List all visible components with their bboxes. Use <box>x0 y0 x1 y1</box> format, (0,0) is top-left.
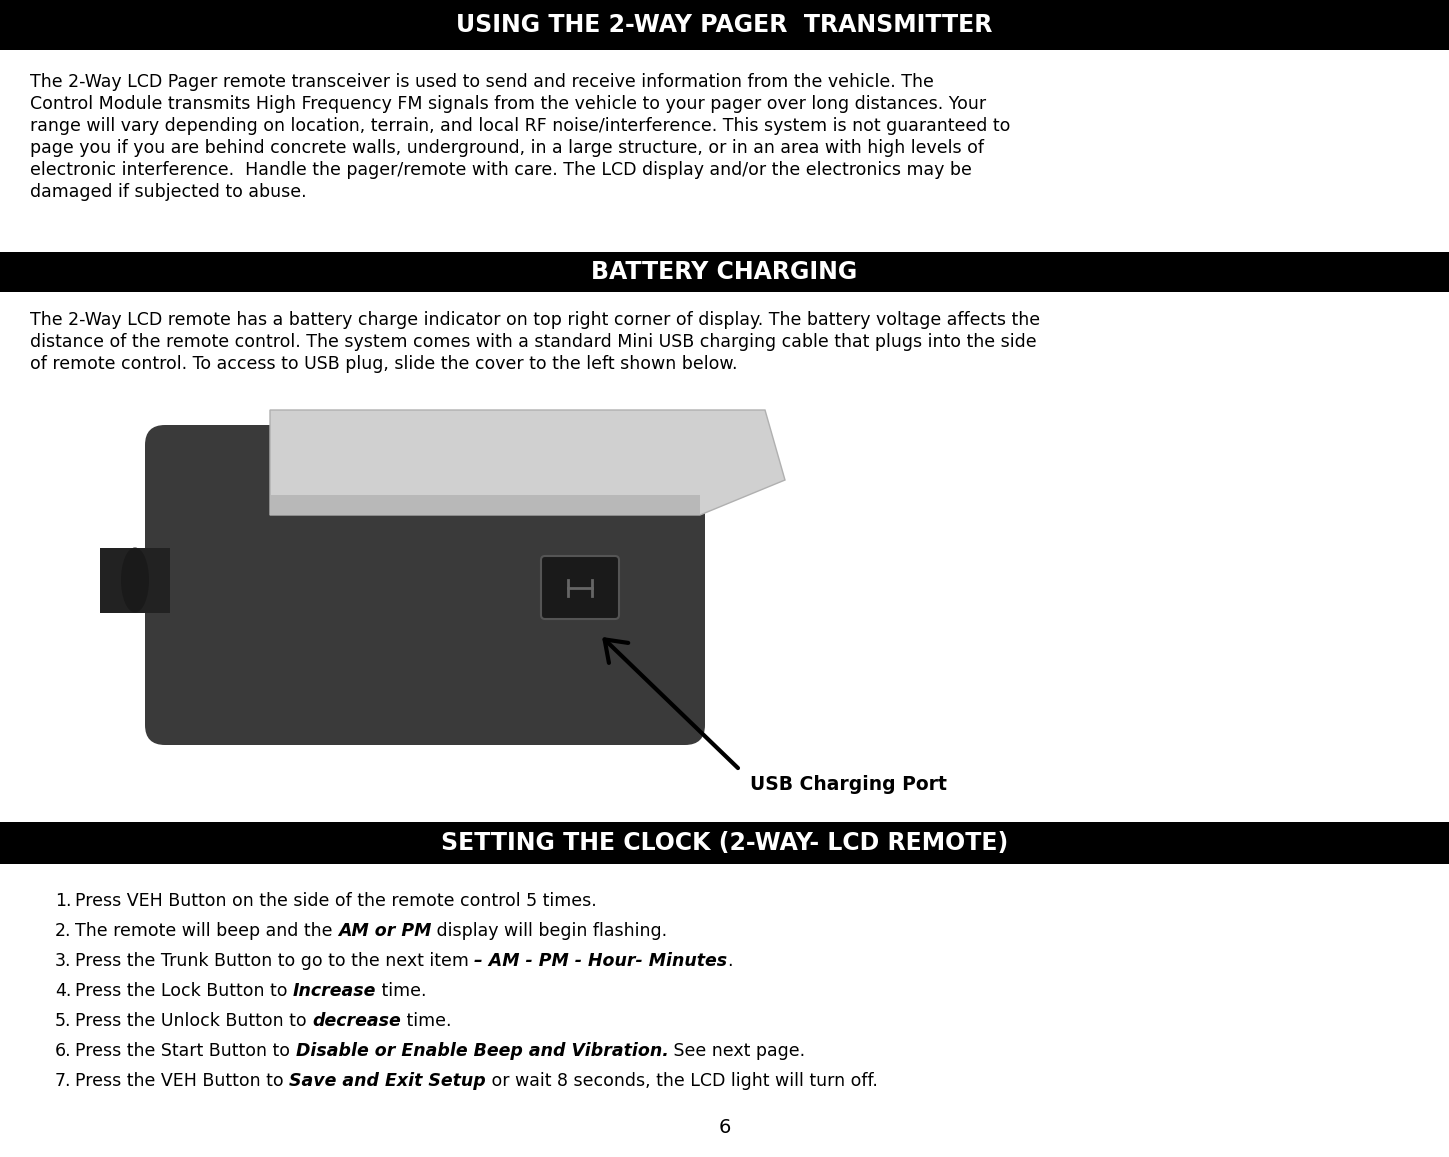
Text: 1.: 1. <box>55 892 71 911</box>
Text: 6: 6 <box>719 1118 730 1137</box>
Text: The 2-Way LCD remote has a battery charge indicator on top right corner of displ: The 2-Way LCD remote has a battery charg… <box>30 311 1040 329</box>
Text: AM or PM: AM or PM <box>338 922 432 939</box>
Text: Press the Lock Button to: Press the Lock Button to <box>75 982 293 1000</box>
Text: USING THE 2-WAY PAGER  TRANSMITTER: USING THE 2-WAY PAGER TRANSMITTER <box>456 13 993 37</box>
Bar <box>0 0 1449 50</box>
Text: Disable or Enable Beep and Vibration.: Disable or Enable Beep and Vibration. <box>296 1042 668 1060</box>
Text: USB Charging Port: USB Charging Port <box>751 775 946 794</box>
Text: time.: time. <box>377 982 427 1000</box>
FancyArrowPatch shape <box>604 640 738 768</box>
Bar <box>100 547 170 612</box>
Text: – AM - PM - Hour- Minutes: – AM - PM - Hour- Minutes <box>474 952 727 970</box>
Text: Press the VEH Button to: Press the VEH Button to <box>75 1073 290 1090</box>
Text: 3.: 3. <box>55 952 71 970</box>
Polygon shape <box>270 410 785 515</box>
Text: 7.: 7. <box>55 1073 71 1090</box>
Text: .: . <box>727 952 733 970</box>
Bar <box>0 252 1449 292</box>
Text: range will vary depending on location, terrain, and local RF noise/interference.: range will vary depending on location, t… <box>30 117 1010 134</box>
Text: Save and Exit Setup: Save and Exit Setup <box>290 1073 485 1090</box>
Text: SETTING THE CLOCK (2-WAY- LCD REMOTE): SETTING THE CLOCK (2-WAY- LCD REMOTE) <box>440 831 1009 855</box>
Text: display will begin flashing.: display will begin flashing. <box>432 922 668 939</box>
Text: 2.: 2. <box>55 922 71 939</box>
Text: 6.: 6. <box>55 1042 71 1060</box>
Text: Press the Unlock Button to: Press the Unlock Button to <box>75 1012 312 1030</box>
Text: or wait 8 seconds, the LCD light will turn off.: or wait 8 seconds, the LCD light will tu… <box>485 1073 878 1090</box>
Text: electronic interference.  Handle the pager/remote with care. The LCD display and: electronic interference. Handle the page… <box>30 161 972 178</box>
FancyBboxPatch shape <box>145 425 706 745</box>
Text: of remote control. To access to USB plug, slide the cover to the left shown belo: of remote control. To access to USB plug… <box>30 355 738 373</box>
Text: page you if you are behind concrete walls, underground, in a large structure, or: page you if you are behind concrete wall… <box>30 139 984 156</box>
Ellipse shape <box>122 547 149 612</box>
Polygon shape <box>270 495 700 515</box>
Text: Press the Start Button to: Press the Start Button to <box>75 1042 296 1060</box>
Text: Increase: Increase <box>293 982 377 1000</box>
Text: distance of the remote control. The system comes with a standard Mini USB chargi: distance of the remote control. The syst… <box>30 333 1036 351</box>
Text: 4.: 4. <box>55 982 71 1000</box>
Text: time.: time. <box>401 1012 452 1030</box>
Text: Press the Trunk Button to go to the next item: Press the Trunk Button to go to the next… <box>75 952 474 970</box>
Text: The remote will beep and the: The remote will beep and the <box>75 922 338 939</box>
Text: BATTERY CHARGING: BATTERY CHARGING <box>591 260 858 283</box>
Text: decrease: decrease <box>312 1012 401 1030</box>
Text: The 2-Way LCD Pager remote transceiver is used to send and receive information f: The 2-Way LCD Pager remote transceiver i… <box>30 73 933 90</box>
Text: Control Module transmits High Frequency FM signals from the vehicle to your page: Control Module transmits High Frequency … <box>30 95 987 112</box>
Text: 5.: 5. <box>55 1012 71 1030</box>
FancyBboxPatch shape <box>540 557 619 619</box>
Text: See next page.: See next page. <box>668 1042 806 1060</box>
Text: damaged if subjected to abuse.: damaged if subjected to abuse. <box>30 183 307 200</box>
Bar <box>0 821 1449 864</box>
Text: Press VEH Button on the side of the remote control 5 times.: Press VEH Button on the side of the remo… <box>75 892 597 911</box>
